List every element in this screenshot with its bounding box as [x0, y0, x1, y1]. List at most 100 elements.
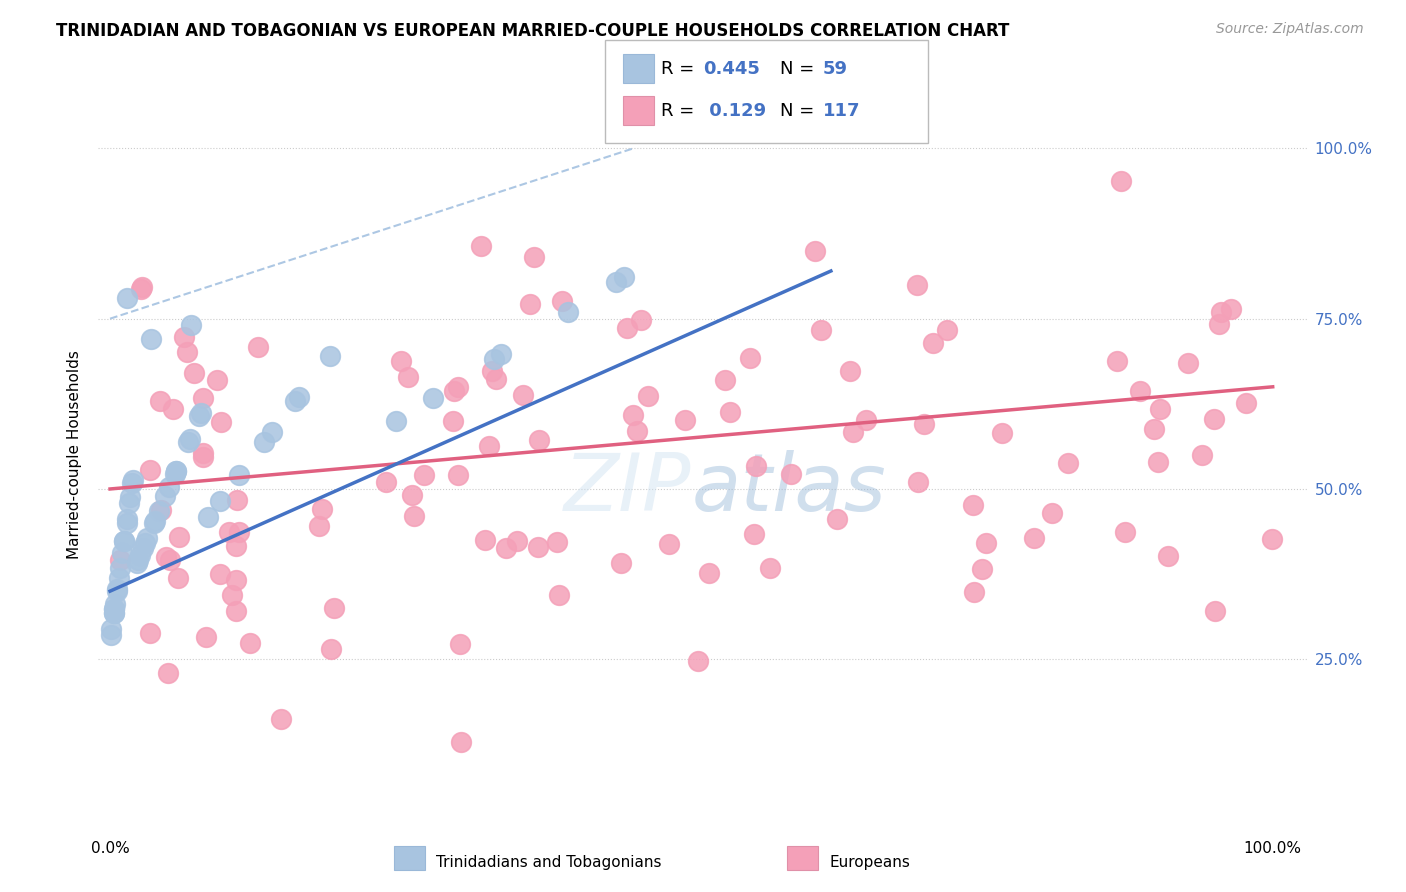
Point: [675, 413, 697, 427]
Point: [112, 533, 135, 548]
Point: [605, 275, 627, 289]
Point: [396, 370, 419, 384]
Point: [225, 539, 247, 553]
Point: [188, 409, 211, 423]
Point: [205, 373, 228, 387]
Point: [779, 467, 801, 482]
Point: [103, 602, 125, 616]
Text: 59: 59: [823, 60, 848, 78]
Point: [1202, 412, 1225, 426]
Point: [195, 630, 218, 644]
Point: [191, 450, 214, 464]
Point: [441, 414, 464, 428]
Point: [253, 435, 276, 450]
Point: [422, 391, 444, 405]
Point: [180, 318, 202, 333]
Point: [103, 602, 125, 616]
Point: [935, 323, 957, 337]
Point: [165, 464, 187, 478]
Point: [714, 373, 737, 387]
Point: [226, 493, 249, 508]
Point: [810, 323, 832, 337]
Point: [443, 384, 465, 398]
Point: [1149, 401, 1171, 416]
Point: [609, 556, 631, 570]
Point: [112, 533, 135, 548]
Point: [138, 463, 160, 477]
Text: Source: ZipAtlas.com: Source: ZipAtlas.com: [1216, 22, 1364, 37]
Point: [523, 250, 546, 264]
Point: [176, 345, 198, 359]
Point: [228, 468, 250, 483]
Point: [385, 414, 408, 428]
Point: [907, 475, 929, 489]
Point: [621, 409, 644, 423]
Point: [527, 433, 550, 447]
Point: [527, 540, 550, 554]
Point: [183, 366, 205, 380]
Point: [1056, 456, 1078, 470]
Point: [804, 244, 827, 259]
Point: [557, 305, 579, 319]
Point: [136, 531, 159, 545]
Point: [247, 340, 270, 354]
Point: [134, 536, 156, 550]
Point: [197, 509, 219, 524]
Point: [485, 372, 508, 386]
Text: TRINIDADIAN AND TOBAGONIAN VS EUROPEAN MARRIED-COUPLE HOUSEHOLDS CORRELATION CHA: TRINIDADIAN AND TOBAGONIAN VS EUROPEAN M…: [56, 22, 1010, 40]
Point: [1040, 506, 1063, 520]
Point: [912, 417, 935, 431]
Point: [115, 516, 138, 530]
Point: [125, 556, 148, 570]
Point: [104, 597, 127, 611]
Point: [157, 480, 180, 494]
Point: [1220, 301, 1243, 316]
Point: [239, 636, 262, 650]
Point: [311, 502, 333, 516]
Point: [163, 467, 186, 481]
Point: [319, 349, 342, 363]
Point: [155, 549, 177, 564]
Point: [1261, 532, 1284, 546]
Point: [209, 567, 232, 582]
Point: [449, 637, 471, 651]
Text: ZIP: ZIP: [564, 450, 692, 528]
Point: [132, 541, 155, 555]
Point: [143, 514, 166, 528]
Point: [129, 282, 152, 296]
Point: [167, 571, 190, 585]
Point: [375, 475, 398, 489]
Point: [111, 546, 134, 560]
Point: [228, 525, 250, 540]
Point: [142, 516, 165, 530]
Text: R =: R =: [661, 102, 700, 120]
Point: [148, 504, 170, 518]
Point: [287, 390, 309, 404]
Point: [169, 530, 191, 544]
Point: [718, 404, 741, 418]
Point: [118, 496, 141, 510]
Point: [110, 553, 132, 567]
Point: [637, 389, 659, 403]
Point: [225, 604, 247, 618]
Point: [447, 468, 470, 483]
Point: [225, 573, 247, 587]
Point: [630, 313, 652, 327]
Text: atlas: atlas: [692, 450, 886, 528]
Point: [209, 493, 232, 508]
Point: [658, 537, 681, 551]
Text: N =: N =: [780, 60, 820, 78]
Point: [519, 297, 541, 311]
Text: R =: R =: [661, 60, 700, 78]
Point: [759, 560, 782, 574]
Point: [450, 735, 472, 749]
Point: [401, 488, 423, 502]
Point: [322, 600, 344, 615]
Point: [157, 666, 180, 681]
Point: [100, 623, 122, 637]
Point: [129, 548, 152, 562]
Point: [491, 347, 513, 361]
Point: [825, 511, 848, 525]
Point: [1211, 305, 1233, 319]
Point: [962, 498, 984, 512]
